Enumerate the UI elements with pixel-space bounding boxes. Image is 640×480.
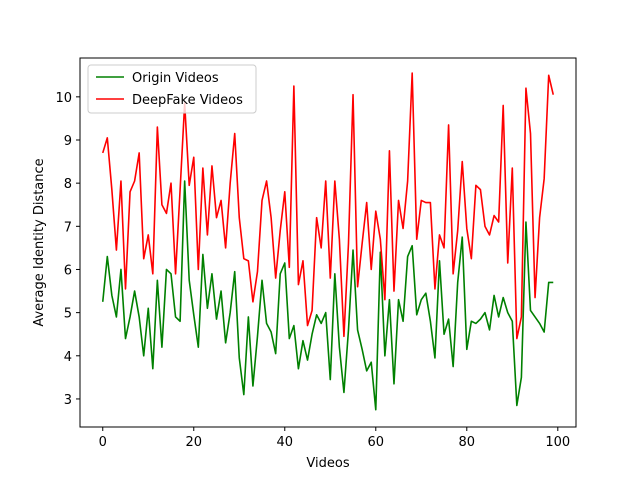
x-tick-label: 0 (99, 435, 107, 450)
legend: Origin Videos DeepFake Videos (87, 64, 257, 114)
x-tick-label: 80 (459, 435, 476, 450)
y-tick-label: 4 (64, 350, 72, 365)
y-axis-label: Average Identity Distance (32, 158, 47, 326)
y-tick-label: 8 (64, 177, 72, 192)
x-tick-label: 100 (545, 435, 570, 450)
y-axis: 3 4 5 6 7 8 9 10 (55, 91, 80, 408)
plot-frame (79, 57, 577, 428)
legend-entry-label: DeepFake Videos (132, 93, 243, 108)
series-line-deepfake-videos (101, 72, 555, 340)
x-axis: 0 20 40 60 80 100 (99, 427, 570, 450)
legend-entry-label: Origin Videos (132, 71, 219, 86)
y-tick-label: 6 (64, 263, 72, 278)
x-axis-label: Videos (306, 456, 349, 471)
y-tick-label: 5 (64, 307, 72, 322)
y-tick-label: 10 (55, 91, 72, 106)
x-tick-label: 20 (185, 435, 202, 450)
y-tick-label: 7 (64, 220, 72, 235)
y-tick-label: 9 (64, 134, 72, 149)
x-tick-label: 60 (368, 435, 385, 450)
y-tick-label: 3 (64, 393, 72, 408)
series-line-origin-videos (101, 180, 554, 411)
x-tick-label: 40 (276, 435, 293, 450)
legend-box (87, 64, 257, 114)
series-layer (101, 72, 555, 411)
